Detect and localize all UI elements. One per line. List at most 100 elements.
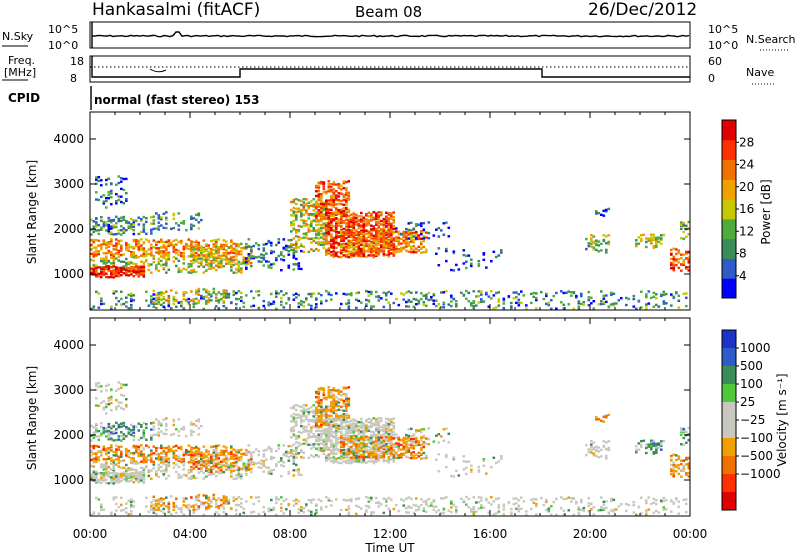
velocity-cell (172, 432, 176, 436)
power-cell (687, 266, 691, 269)
power-cell (550, 299, 553, 302)
power-cell (330, 293, 333, 297)
velocity-cell (192, 447, 196, 450)
power-cell (330, 250, 333, 254)
velocity-cell (175, 444, 178, 448)
power-cell (205, 263, 208, 266)
velocity-cell (97, 478, 101, 482)
power-cell (135, 269, 138, 273)
velocity-cell (392, 427, 396, 430)
power-cell (375, 247, 378, 250)
velocity-cell (207, 461, 211, 465)
velocity-cell (410, 439, 413, 443)
power-cell (135, 240, 138, 243)
velocity-cell (325, 434, 328, 437)
power-cell (327, 185, 331, 188)
power-cell (330, 233, 333, 236)
power-cell (125, 261, 128, 265)
power-cell (592, 307, 596, 310)
power-cell (130, 269, 133, 272)
power-cell (330, 189, 333, 192)
velocity-cell (290, 420, 293, 423)
velocity-cell (100, 385, 103, 388)
power-cell (347, 220, 351, 223)
power-cell (185, 242, 188, 246)
velocity-cell (327, 446, 331, 450)
velocity-cell (112, 475, 116, 478)
power-cell (332, 194, 336, 198)
power-cell (157, 269, 161, 273)
velocity-cell (290, 414, 293, 418)
velocity-cell (397, 446, 401, 450)
power-cell (182, 267, 186, 270)
velocity-cell (382, 439, 386, 443)
velocity-cell (422, 441, 426, 444)
velocity-cell (145, 460, 148, 464)
velocity-cell (392, 454, 396, 457)
power-cell (680, 269, 683, 272)
velocity-cell (377, 420, 381, 423)
power-cell (367, 232, 371, 235)
velocity-cell (125, 474, 128, 477)
power-cell (130, 225, 133, 228)
velocity-cell (230, 464, 233, 467)
power-cell (655, 245, 658, 248)
power-cell (402, 232, 406, 236)
power-cell (195, 251, 198, 255)
power-cell (110, 253, 113, 257)
power-cell (112, 276, 116, 279)
power-cell (427, 237, 431, 240)
velocity-cell (340, 451, 343, 454)
velocity-cell (320, 410, 323, 413)
power-cell (145, 220, 148, 224)
power-cell (372, 241, 376, 244)
power-cell (235, 303, 238, 306)
power-cell (600, 290, 603, 293)
power-cell (280, 251, 283, 254)
velocity-cell (117, 423, 121, 427)
power-cell (195, 255, 198, 258)
velocity-cell (352, 452, 356, 455)
velocity-cell (120, 425, 123, 428)
power-cell (115, 272, 118, 276)
velocity-cell (342, 454, 346, 457)
velocity-cell (142, 480, 146, 483)
power-cell (387, 233, 391, 236)
velocity-cell (402, 452, 406, 455)
power-cell (392, 237, 396, 240)
power-cell (645, 307, 648, 310)
velocity-cell (340, 442, 343, 445)
power-cell (220, 254, 223, 257)
power-cell (347, 305, 351, 308)
power-cell (155, 306, 158, 310)
power-cell (327, 214, 331, 217)
y-tick-label: 3000 (53, 177, 84, 191)
power-cell (400, 250, 403, 253)
velocity-cell (320, 414, 323, 418)
power-cell (385, 237, 388, 240)
power-cell (107, 269, 111, 272)
velocity-cell (165, 417, 168, 420)
velocity-cell (180, 457, 183, 461)
velocity-cell (155, 470, 158, 473)
velocity-cell (270, 457, 273, 461)
power-cell (210, 251, 213, 255)
power-cell (652, 305, 656, 308)
power-cell (597, 244, 601, 247)
velocity-cell (240, 448, 243, 452)
power-cell (127, 307, 131, 310)
power-cell (217, 254, 221, 257)
velocity-cell (100, 432, 103, 435)
velocity-cell (317, 395, 321, 398)
power-cell (92, 259, 96, 262)
velocity-cell (292, 433, 296, 436)
power-cell (370, 215, 373, 219)
power-cell (225, 255, 228, 258)
power-cell (215, 247, 218, 250)
power-cell (582, 303, 586, 307)
velocity-cell (342, 448, 346, 452)
velocity-cell (142, 481, 146, 484)
velocity-cell (352, 449, 356, 453)
velocity-cell (397, 449, 401, 452)
power-cell (655, 240, 658, 243)
